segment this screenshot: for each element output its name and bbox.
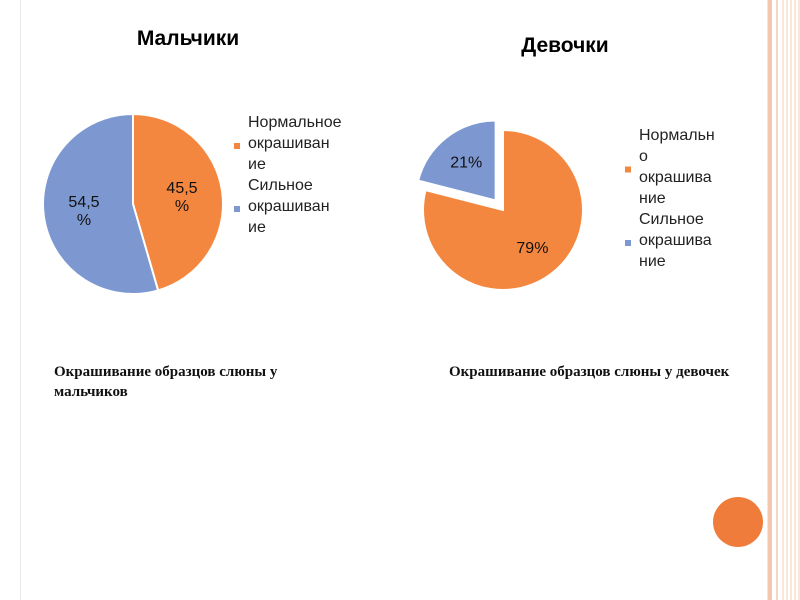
data-label: 79% (516, 240, 548, 257)
legend-boys: Нормальное окрашиван ие Сильное окрашиван ие (234, 114, 342, 236)
pie-girls: 79% 21% (416, 119, 584, 291)
decor-stripe (768, 0, 772, 600)
caption-boys: Окрашивание образцов слюны у мальчиков (54, 364, 278, 400)
caption-girls: Окрашивание образцов слюны у девочек (449, 364, 730, 380)
data-label: % (175, 198, 189, 215)
legend-entry: окрашива (639, 169, 712, 186)
decor-circle (713, 497, 763, 547)
pie-slice (42, 112, 160, 295)
chart-title-girls: Девочки (521, 34, 608, 57)
chart-boys: Мальчики 45,5%54,5% Нормальноеокрашивани… (42, 27, 342, 295)
legend-swatch (625, 166, 631, 173)
legend-girls: Нормальн о окрашива ние Сильное окрашива ние (625, 127, 715, 270)
data-label: 45,5 (166, 180, 197, 197)
data-label: 21% (450, 155, 482, 172)
data-label: 54,5 (68, 194, 99, 211)
legend-entry: Нормальн (639, 127, 715, 144)
pie-boys: 45,5%54,5% (42, 112, 224, 295)
legend-entry: Сильное (248, 177, 313, 194)
chart-title-boys: Мальчики (137, 27, 239, 50)
legend-swatch (234, 143, 240, 149)
pie-slice (422, 128, 584, 291)
legend-entry: ие (248, 156, 266, 173)
legend-entry: окрашиван (248, 135, 330, 152)
legend-swatch (625, 240, 631, 246)
chart-girls: Девочки 79% 21% Нормальн о окрашива ние Сильн… (416, 34, 715, 291)
pie-slice (132, 112, 224, 292)
pie-slice (416, 119, 497, 202)
legend-entry: ие (248, 219, 266, 236)
legend-entry: окрашиван (248, 198, 330, 215)
legend-entry: Нормальное (248, 114, 342, 131)
decor-stripe (776, 0, 778, 600)
legend-entry: окрашива (639, 232, 712, 249)
decor-stripe (782, 0, 800, 600)
legend-swatch (234, 206, 240, 212)
legend-entry: о (639, 148, 648, 165)
legend-entry: ние (639, 253, 666, 270)
slide-frame (20, 0, 768, 600)
legend-entry: Сильное (639, 211, 704, 228)
legend-entry: ние (639, 190, 666, 207)
data-label: % (77, 212, 91, 229)
